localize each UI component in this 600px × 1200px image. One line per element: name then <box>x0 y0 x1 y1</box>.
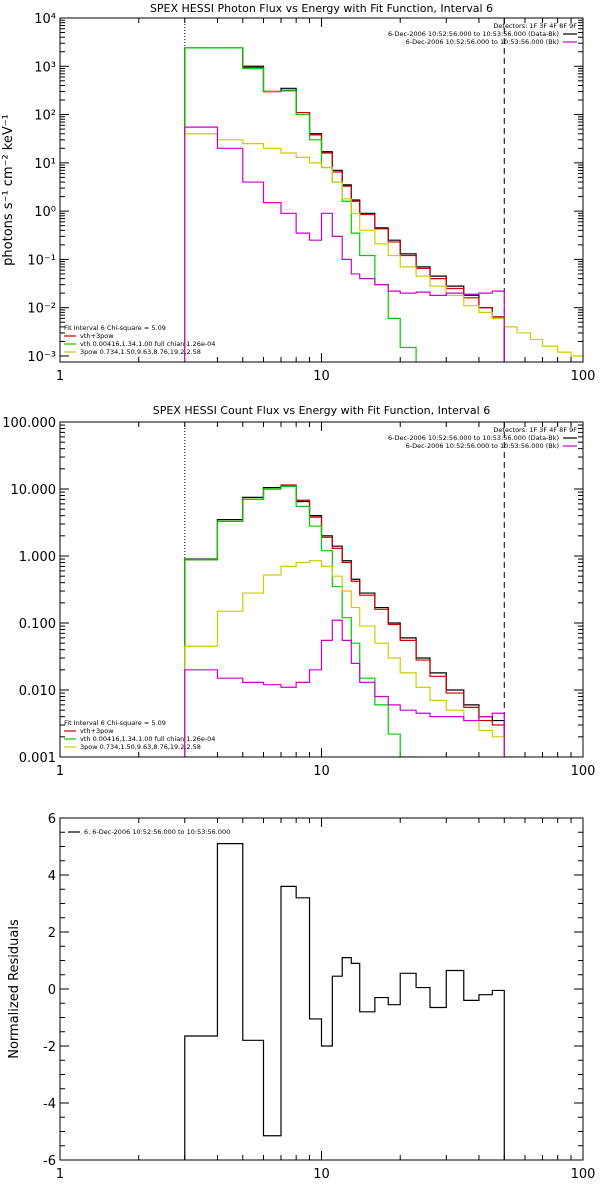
y-tick-label: -6 <box>43 1154 56 1169</box>
fit-legend-text: vth+3pow <box>80 727 114 735</box>
x-tick-label: 100 <box>571 1167 596 1182</box>
plot-frame <box>59 817 584 1161</box>
plot-frame <box>59 421 584 758</box>
y-tick-label: 0 <box>48 983 56 998</box>
series-group <box>184 47 583 362</box>
y-tick-label: 10⁻³ <box>27 350 56 365</box>
y-tick-label: 10⁻¹ <box>27 253 56 268</box>
x-tick-label: 10 <box>313 764 330 779</box>
y-tick-label: -2 <box>43 1040 56 1055</box>
y-tick-label: 0.001 <box>19 751 56 766</box>
legend-text: 6. 6-Dec-2006 10:52:56.000 to 10:53:56.0… <box>84 828 230 836</box>
x-tick-label: 1 <box>56 1167 64 1182</box>
y-tick-label: -4 <box>43 1097 56 1112</box>
series-line-5 <box>184 619 505 757</box>
header-legend-text: 6-Dec-2006 10:52:56.000 to 10:53:56.000 … <box>406 38 559 46</box>
series-line-5 <box>184 126 505 362</box>
chart-title: SPEX HESSI Photon Flux vs Energy with Fi… <box>150 2 493 15</box>
chart-panel-3: Normalized Residuals 1 10 100 -6 -4 -2 0 2 4 6 6. 6… <box>7 812 595 1182</box>
y-axis-label: photons s⁻¹ cm⁻² keV⁻¹ <box>1 114 16 266</box>
x-tick-label: 10 <box>313 369 330 384</box>
y-tick-label: 10¹ <box>34 157 56 172</box>
y-tick-label: 100.000 <box>2 416 56 431</box>
y-tick-label: 10⁴ <box>34 12 56 27</box>
plot-frame <box>59 17 584 363</box>
x-tick-label: 1 <box>56 764 64 779</box>
y-tick-label: 10⁰ <box>34 205 56 220</box>
y-tick-label: 0.100 <box>19 617 56 632</box>
y-tick-label: 10⁻² <box>27 302 56 317</box>
series-line-3 <box>184 485 417 757</box>
series-line-1 <box>184 843 505 1160</box>
x-tick-label: 10 <box>313 1167 330 1182</box>
y-tick-label: 10.000 <box>11 483 57 498</box>
y-tick-label: 4 <box>48 869 56 884</box>
series-line-1 <box>184 47 505 362</box>
y-tick-label: 0.010 <box>19 684 56 699</box>
fit-legend-text: 3pow 0.734,1.50,9.63,8.76,19.2,2.58 <box>80 348 201 356</box>
chart-panel-2: SPEX HESSI Count Flux vs Energy with Fit… <box>2 404 595 779</box>
series-line-4 <box>184 133 583 362</box>
fit-legend-text: 3pow 0.734,1.50,9.63,8.76,19.2,2.58 <box>80 743 201 751</box>
y-axis-label: Normalized Residuals <box>7 919 22 1059</box>
x-tick-label: 100 <box>571 369 596 384</box>
fit-legend-text: Fit Interval 6 Chi-square = 5.09 <box>64 719 166 727</box>
series-group <box>184 484 518 757</box>
fit-legend-text: Fit Interval 6 Chi-square = 5.09 <box>64 324 166 332</box>
header-legend-text: 6-Dec-2006 10:52:56.000 to 10:53:56.000 … <box>406 442 559 450</box>
header-legend-text: Detectors: 1F 3F 4F 8F 9F <box>493 22 577 30</box>
x-axis-ticks <box>59 18 572 362</box>
y-tick-label: 1.000 <box>19 550 56 565</box>
header-legend-text: 6-Dec-2006 10:52:56.000 to 10:53:56.000 … <box>388 30 559 38</box>
series-line-2 <box>184 47 505 362</box>
fit-legend-text: vth+3pow <box>80 332 114 340</box>
header-legend-text: Detectors: 1F 3F 4F 8F 9F <box>493 426 577 434</box>
series-group <box>184 843 505 1160</box>
x-tick-label: 1 <box>56 369 64 384</box>
series-line-3 <box>184 47 417 362</box>
chart-panel-1: SPEX HESSI Photon Flux vs Energy with Fi… <box>1 2 595 384</box>
series-line-1 <box>184 485 505 757</box>
x-axis-ticks <box>59 818 572 1160</box>
fit-legend-text: vth 0.00416,1.34,1.00 full chian 1.26e-0… <box>80 340 215 348</box>
chart-title: SPEX HESSI Count Flux vs Energy with Fit… <box>153 404 490 417</box>
y-tick-label: 2 <box>48 926 56 941</box>
y-tick-label: 6 <box>48 812 56 827</box>
x-axis-ticks <box>59 422 572 757</box>
y-axis-ticks <box>60 421 583 758</box>
y-tick-label: 10² <box>34 109 56 124</box>
y-tick-label: 10³ <box>34 60 56 75</box>
header-legend-text: 6-Dec-2006 10:52:56.000 to 10:53:56.000 … <box>388 434 559 442</box>
fit-legend-text: vth 0.00416,1.34,1.00 full chian 1.26e-0… <box>80 735 215 743</box>
x-tick-label: 100 <box>571 764 596 779</box>
